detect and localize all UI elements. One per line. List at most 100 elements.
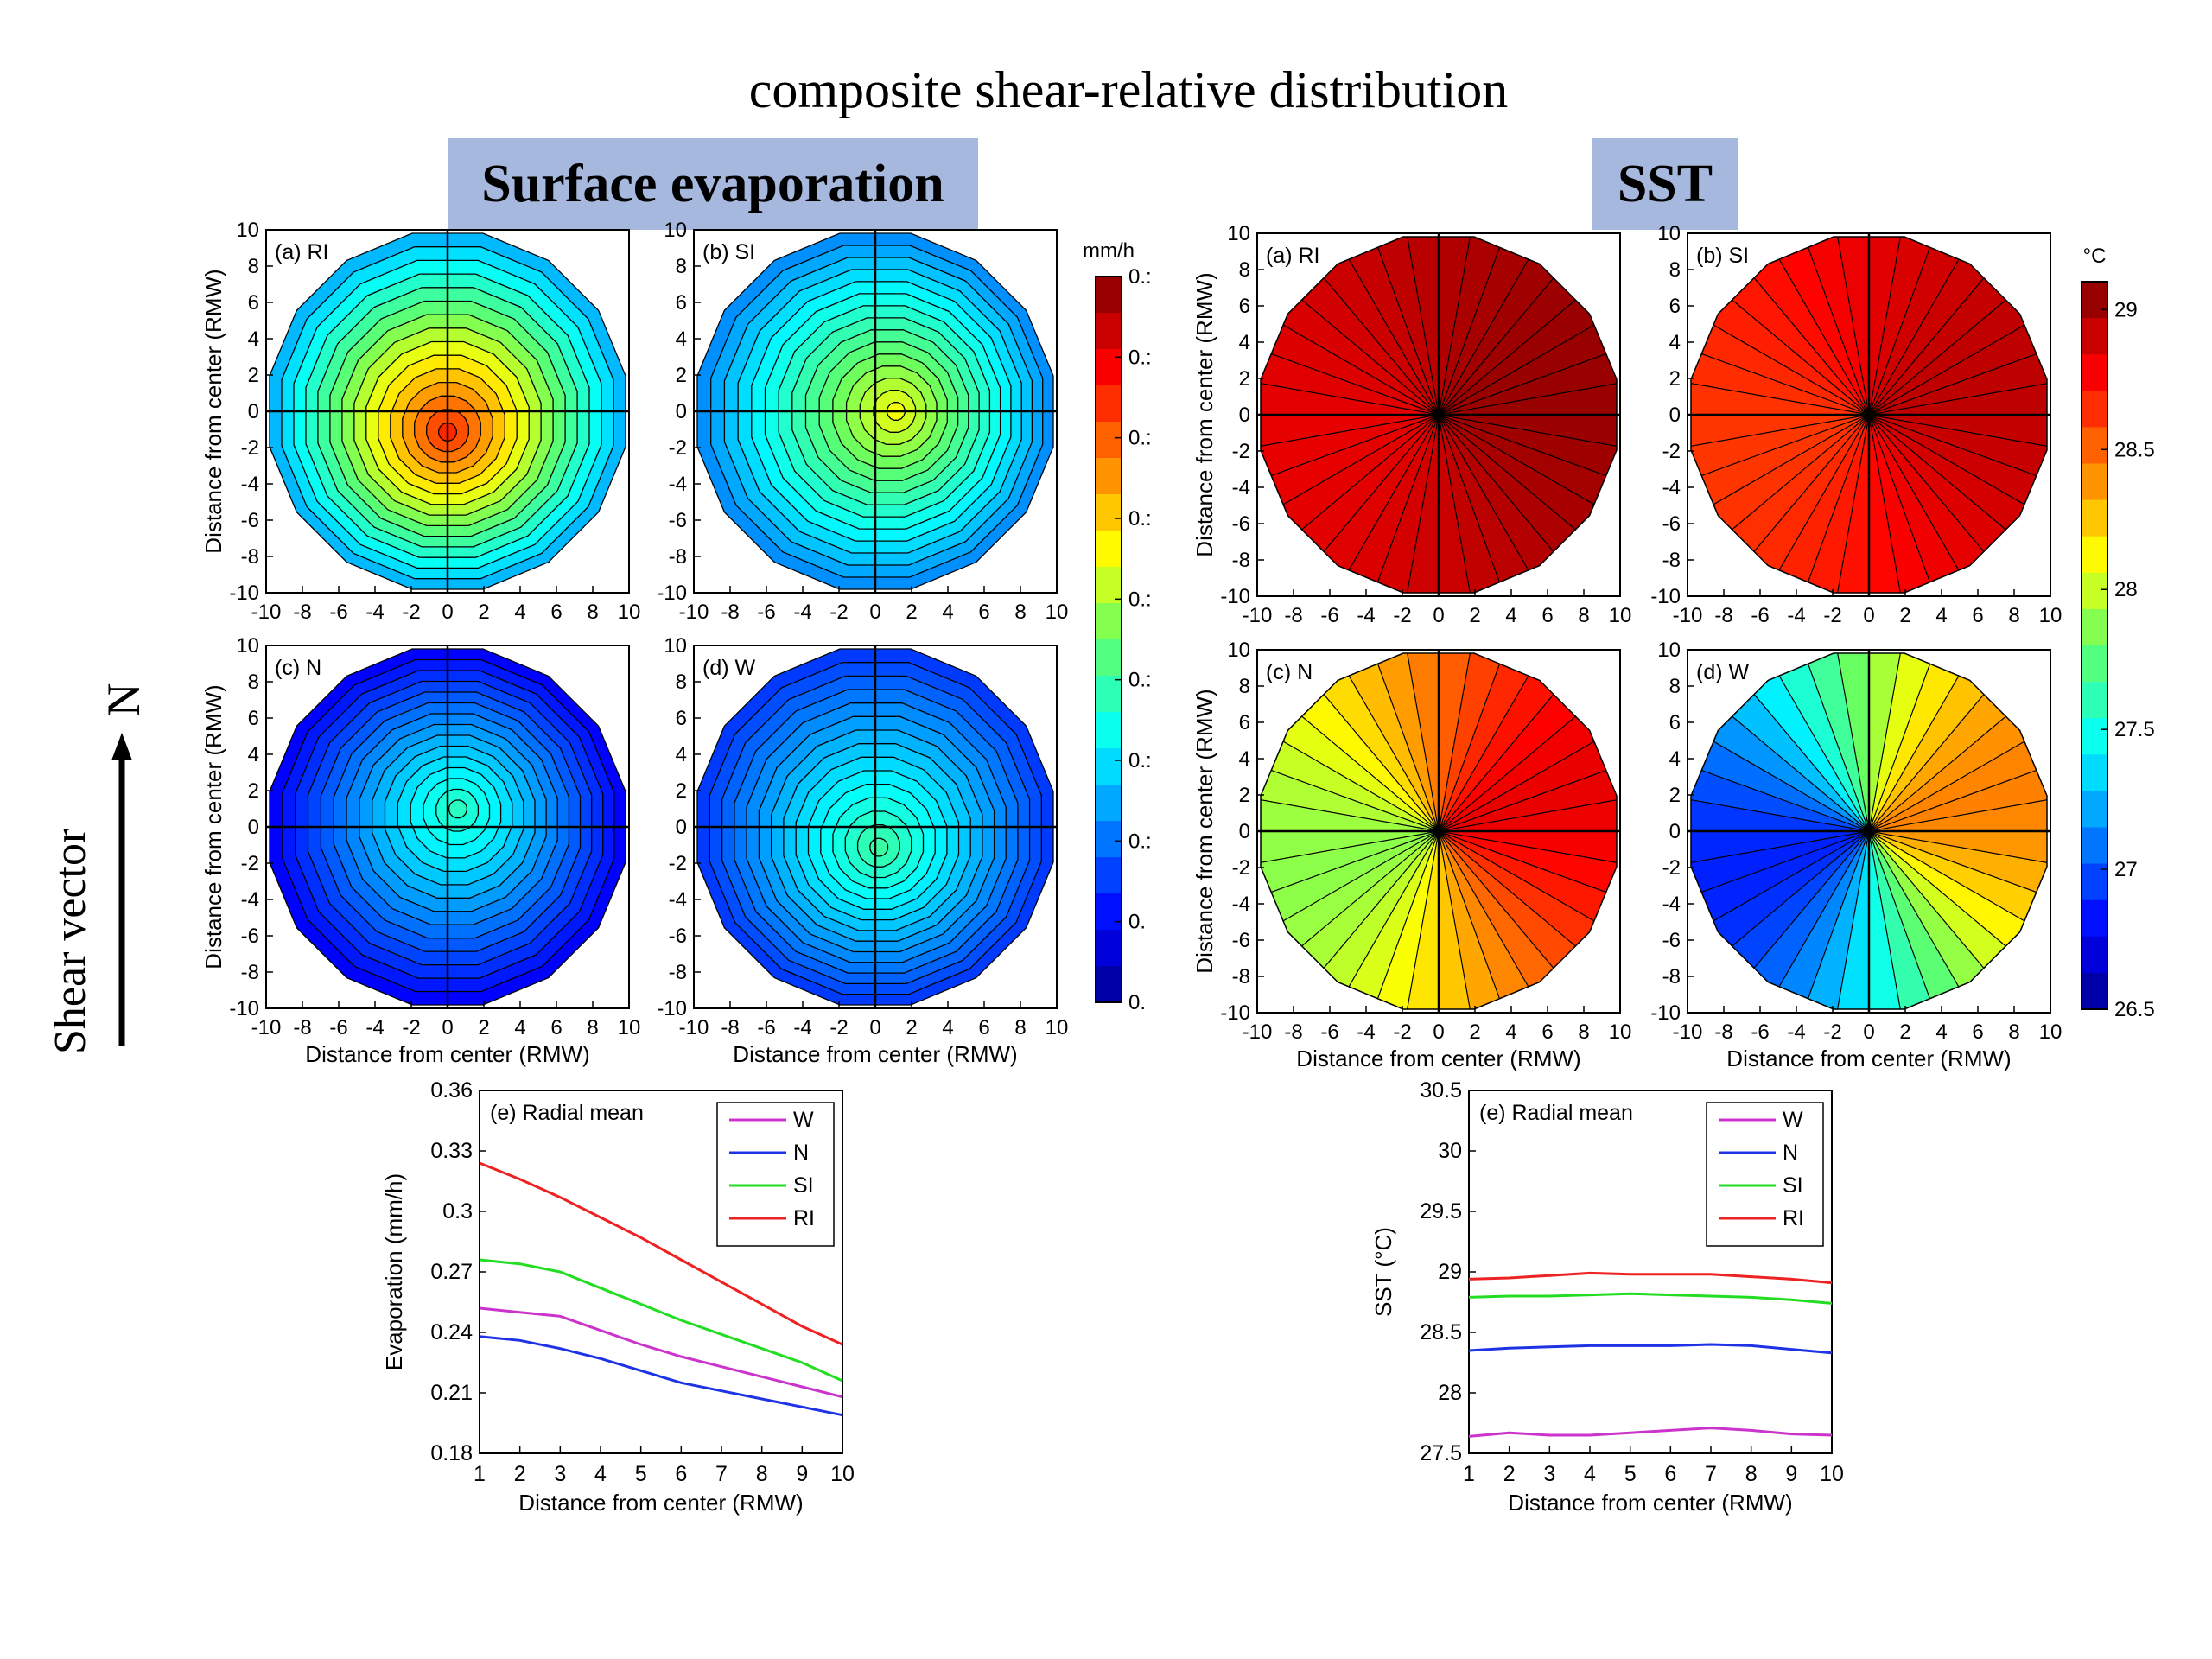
evap-radial-mean-xtick-label: 2 (514, 1462, 526, 1486)
evap-xtick-label: -2 (402, 1016, 420, 1039)
sst-xtick-label: -4 (1787, 1020, 1805, 1044)
north-label: N (98, 683, 149, 717)
evap-xtick-label: -10 (251, 601, 282, 624)
sst-ytick-label: -4 (1232, 893, 1250, 916)
evap-colorbar-band (1096, 458, 1122, 495)
sst-radial-mean-ylabel: SST (°C) (1370, 1227, 1396, 1317)
sst-xtick-label: -2 (1393, 1020, 1411, 1044)
evap-ytick-label: 10 (236, 219, 259, 242)
sst-ytick-label: 2 (1669, 367, 1681, 391)
evap-colorbar-band (1096, 494, 1122, 531)
sst-ytick-label: -2 (1232, 440, 1250, 463)
evap-ytick-label: 0 (248, 400, 259, 423)
evap-xlabel: Distance from center (RMW) (733, 1041, 1017, 1067)
evap-colorbar-band (1096, 422, 1122, 459)
evap-radial-mean-xtick-label: 8 (756, 1462, 768, 1486)
evap-panel-0: (a) RI -10-10 -8 -8 -6 -6 -4 -4 -2 -2 0 0 2 2 4 4 6 6 8 8 10… (200, 219, 640, 624)
evap-ytick-label: 6 (248, 291, 259, 315)
evap-ytick-label: -8 (669, 545, 687, 569)
evap-ytick-label: 8 (676, 255, 687, 278)
evap-ytick-label: 4 (248, 327, 259, 351)
sst-colorbar-band (2082, 791, 2107, 828)
sst-radial-mean-ytick-label: 30 (1438, 1139, 1462, 1163)
evap-ytick-label: 8 (248, 671, 259, 694)
sst-colorbar-unit: °C (2083, 245, 2107, 268)
sst-xtick-label: -6 (1751, 1020, 1769, 1044)
evap-xtick-label: -10 (679, 601, 709, 624)
evap-xtick-label: 2 (906, 1016, 917, 1039)
evap-contour (448, 799, 467, 819)
sst-xtick-label: 2 (1469, 1020, 1480, 1044)
sst-xtick-label: -8 (1284, 604, 1302, 627)
sst-colorbar-band (2082, 536, 2107, 574)
evap-ytick-label: 10 (236, 634, 259, 658)
sst-radial-mean-legend-label: SI (1783, 1173, 1803, 1198)
sst-xtick-label: -2 (1393, 604, 1411, 627)
evap-colorbar-band (1096, 748, 1122, 785)
sst-colorbar-band (2082, 282, 2107, 319)
sst-radial-mean-xtick-label: 5 (1624, 1462, 1637, 1486)
evap-ytick-label: 0 (676, 400, 687, 423)
evap-xtick-label: -8 (721, 601, 739, 624)
evap-xtick-label: 4 (514, 601, 525, 624)
evap-ytick-label: 4 (676, 743, 687, 766)
sst-ylabel: Distance from center (RMW) (1192, 272, 1217, 556)
evap-xtick-label: 6 (550, 1016, 562, 1039)
sst-colorbar-band (2082, 682, 2107, 719)
evap-colorbar-band (1096, 712, 1122, 749)
sst-radial-mean-ytick-label: 29 (1438, 1260, 1462, 1284)
sst-panel-0: (a) RI -10-10 -8 -8 -6 -6 -4 -4 -2 -2 0 0 2 2 4 4 6 6 8 8 10… (1192, 222, 1631, 627)
evap-radial-mean-ytick-label: 0.36 (430, 1078, 473, 1103)
evap-ytick-label: -2 (241, 852, 259, 875)
evap-colorbar-tick-label: 0.: (1128, 507, 1152, 531)
sst-colorbar-band (2082, 572, 2107, 610)
sst-ytick-label: 2 (1239, 784, 1250, 807)
sst-colorbar-band (2082, 318, 2107, 355)
sst-ytick-label: 8 (1669, 675, 1681, 698)
sst-field (1691, 653, 2047, 1009)
evap-colorbar-tick-label: 0.: (1128, 427, 1152, 450)
evap-radial-mean-xtick-label: 10 (830, 1462, 855, 1486)
sst-ytick-label: -8 (1662, 965, 1681, 988)
sst-xtick-label: 6 (1541, 1020, 1553, 1044)
evap-radial-mean-line-N (479, 1335, 843, 1417)
evap-colorbar-band (1096, 313, 1122, 350)
sst-xtick-label: 0 (1433, 1020, 1444, 1044)
evap-xtick-label: -4 (793, 1016, 811, 1039)
evap-radial-mean-ytick-label: 0.18 (430, 1441, 473, 1465)
sst-ytick-label: 0 (1669, 404, 1681, 427)
sst-panel-label: (b) SI (1696, 244, 1749, 268)
sst-colorbar-band (2082, 899, 2107, 938)
evap-xtick-label: -2 (830, 1016, 848, 1039)
sst-xtick-label: 2 (1899, 1020, 1910, 1044)
sst-radial-mean-xtick-label: 4 (1584, 1462, 1596, 1486)
sst-ytick-label: -8 (1232, 965, 1250, 988)
evap-ytick-label: -8 (241, 961, 259, 984)
evap-ytick-label: 10 (664, 219, 687, 242)
evap-ytick-label: -6 (241, 509, 259, 532)
sst-radial-mean-xtick-label: 10 (1820, 1462, 1844, 1486)
sst-ytick-label: -10 (1220, 585, 1250, 608)
evap-xtick-label: -8 (293, 1016, 311, 1039)
sst-xtick-label: 8 (2008, 604, 2019, 627)
sst-ytick-label: 6 (1669, 711, 1681, 734)
sst-ytick-label: 6 (1239, 295, 1250, 318)
sst-radial-mean-ytick-label: 27.5 (1420, 1441, 1462, 1465)
sst-xtick-label: -6 (1751, 604, 1769, 627)
evap-radial-mean-line-W (479, 1306, 843, 1399)
sst-xtick-label: 0 (1433, 604, 1444, 627)
sst-colorbar-tick-label: 27 (2114, 858, 2138, 881)
evap-xtick-label: 6 (978, 601, 989, 624)
evap-ytick-label: -6 (669, 509, 687, 532)
sst-radial-mean-title: (e) Radial mean (1479, 1101, 1633, 1125)
evap-radial-mean: 1 2 3 4 5 6 7 8 9 10 0.18 0.21 0.24 0.27 0.3 0.33 0.36 Di… (381, 1078, 855, 1516)
sst-xtick-label: 10 (2039, 1020, 2063, 1044)
sst-domain (1260, 652, 1618, 1010)
evap-xtick-label: 4 (514, 1016, 525, 1039)
evap-colorbar-tick-label: 0.: (1128, 346, 1152, 369)
evap-ytick-label: -6 (241, 925, 259, 948)
sst-ytick-label: -8 (1662, 549, 1681, 572)
evap-xtick-label: -6 (329, 1016, 347, 1039)
evap-ytick-label: 2 (248, 779, 259, 803)
